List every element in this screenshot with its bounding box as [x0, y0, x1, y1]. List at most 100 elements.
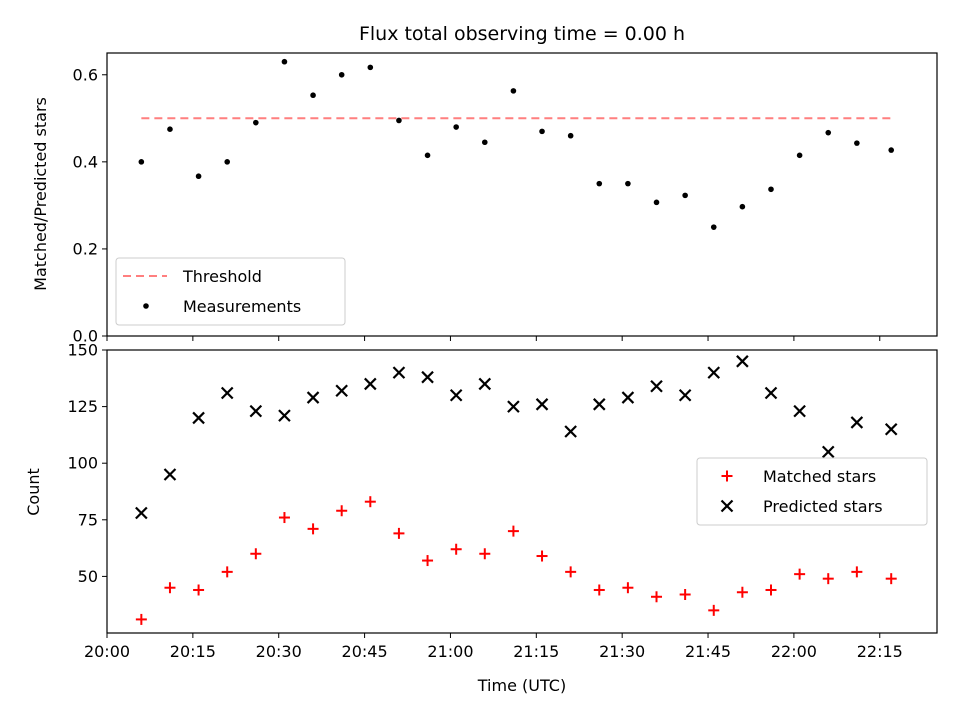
matched-star-point: [765, 584, 777, 596]
x-tick-label: 20:45: [342, 642, 388, 661]
measurement-point: [310, 92, 316, 99]
ratio-panel-frame: [106, 52, 938, 337]
count-y-tick-label: 100: [67, 454, 98, 473]
matched-star-point: [221, 566, 233, 578]
matched-star-point: [278, 512, 290, 524]
x-tick-label: 22:15: [857, 642, 903, 661]
legend-measurement-label: Measurements: [183, 297, 301, 316]
predicted-star-point: [535, 398, 549, 411]
measurement-point: [710, 224, 717, 230]
predicted-star-point: [678, 389, 692, 402]
legend-predicted-swatch: [720, 499, 734, 513]
count-panel-frame: [106, 349, 938, 634]
measurement-point: [453, 124, 459, 130]
ratio-y-tick-label: 0.6: [73, 65, 98, 84]
measurement-point: [596, 180, 603, 187]
matched-star-point: [736, 586, 748, 598]
matched-star-point: [250, 548, 262, 560]
predicted-star-point: [850, 416, 864, 429]
x-tick-label: 20:00: [84, 642, 130, 661]
predicted-star-point: [821, 445, 835, 459]
matched-star-point: [622, 582, 634, 594]
measurement-point: [396, 117, 402, 124]
matched-star-point: [307, 523, 319, 535]
predicted-star-point: [335, 384, 348, 398]
matched-star-point: [336, 505, 348, 517]
ratio-legend-box: [115, 257, 346, 326]
predicted-star-point: [220, 386, 234, 400]
measurement-point: [825, 129, 832, 136]
predicted-star-point: [564, 425, 577, 438]
predicted-star-point: [364, 377, 377, 391]
predicted-star-point: [478, 377, 492, 391]
measurement-point: [224, 159, 231, 165]
matched-star-point: [794, 568, 806, 580]
count-panel: 50 75 100 125 150 20:00 20:15 20:30 20:45 21:00 21…: [24, 341, 938, 695]
x-tick-label: 21:00: [427, 642, 473, 661]
predicted-star-point: [736, 355, 749, 368]
predicted-star-point: [306, 391, 320, 404]
measurement-point: [567, 132, 574, 139]
count-legend-box: [696, 457, 928, 526]
x-tick-label: 22:00: [771, 642, 817, 661]
matched-star-point: [593, 584, 605, 596]
measurement-point: [195, 173, 202, 180]
ratio-y-axis-label: Matched/Predicted stars: [31, 97, 50, 291]
matched-star-point: [479, 548, 491, 560]
matched-star-point: [708, 604, 720, 616]
matched-star-point: [135, 613, 147, 625]
x-tick-label: 20:30: [256, 642, 302, 661]
measurement-point: [888, 147, 895, 153]
predicted-star-point: [621, 391, 635, 404]
measurement-point: [796, 152, 803, 159]
predicted-star-point: [392, 366, 406, 379]
matched-star-point: [679, 589, 691, 601]
measurement-point: [138, 159, 145, 165]
measurement-point: [539, 128, 545, 135]
matched-star-point: [450, 543, 462, 555]
measurement-point: [510, 88, 517, 94]
measurement-point: [253, 119, 259, 126]
count-y-axis-label: Count: [24, 468, 43, 516]
count-y-tick-label: 50: [78, 567, 98, 586]
measurement-point: [625, 180, 631, 187]
matched-star-point: [651, 591, 663, 603]
predicted-star-point: [192, 411, 205, 425]
measurement-point: [682, 192, 688, 199]
ratio-y-tick-label: 0.4: [73, 152, 98, 171]
figure-title: Flux total observing time = 0.00 h: [359, 23, 685, 45]
measurement-point: [739, 203, 746, 210]
measurement-point: [281, 58, 288, 65]
matched-star-point: [822, 573, 834, 585]
measurement-point: [481, 139, 488, 146]
x-tick-label: 20:15: [170, 642, 216, 661]
legend-matched-swatch: [721, 470, 733, 482]
predicted-star-point: [449, 389, 463, 402]
x-tick-label: 21:15: [513, 642, 559, 661]
predicted-star-point: [135, 506, 148, 520]
matched-star-point: [193, 584, 205, 596]
predicted-star-point: [793, 404, 806, 418]
measurement-point: [768, 186, 774, 193]
matched-star-point: [536, 550, 548, 562]
ratio-panel: 0.0 0.2 0.4 0.6 Matched/Predicted stars Thr…: [31, 52, 938, 346]
measurement-point: [338, 71, 345, 78]
count-y-tick-label: 75: [78, 510, 98, 529]
legend-threshold-label: Threshold: [182, 267, 262, 286]
matched-star-point: [422, 555, 434, 567]
count-y-tick-label: 125: [67, 397, 98, 416]
x-axis-label: Time (UTC): [477, 676, 566, 695]
predicted-star-point: [707, 366, 721, 379]
measurement-point: [424, 152, 431, 159]
predicted-star-point: [278, 409, 291, 422]
matched-star-point: [851, 566, 863, 578]
x-tick-label: 21:45: [685, 642, 731, 661]
x-tick-label: 21:30: [599, 642, 645, 661]
measurement-point: [854, 140, 860, 146]
predicted-star-point: [163, 468, 177, 481]
legend-measurement-swatch: [143, 303, 149, 309]
ratio-y-tick-label: 0.0: [73, 327, 98, 346]
predicted-star-point: [764, 386, 778, 400]
predicted-star-point: [884, 422, 898, 436]
